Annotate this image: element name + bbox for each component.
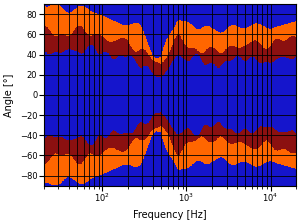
Y-axis label: Angle [°]: Angle [°] — [4, 73, 14, 116]
X-axis label: Frequency [Hz]: Frequency [Hz] — [133, 210, 206, 220]
